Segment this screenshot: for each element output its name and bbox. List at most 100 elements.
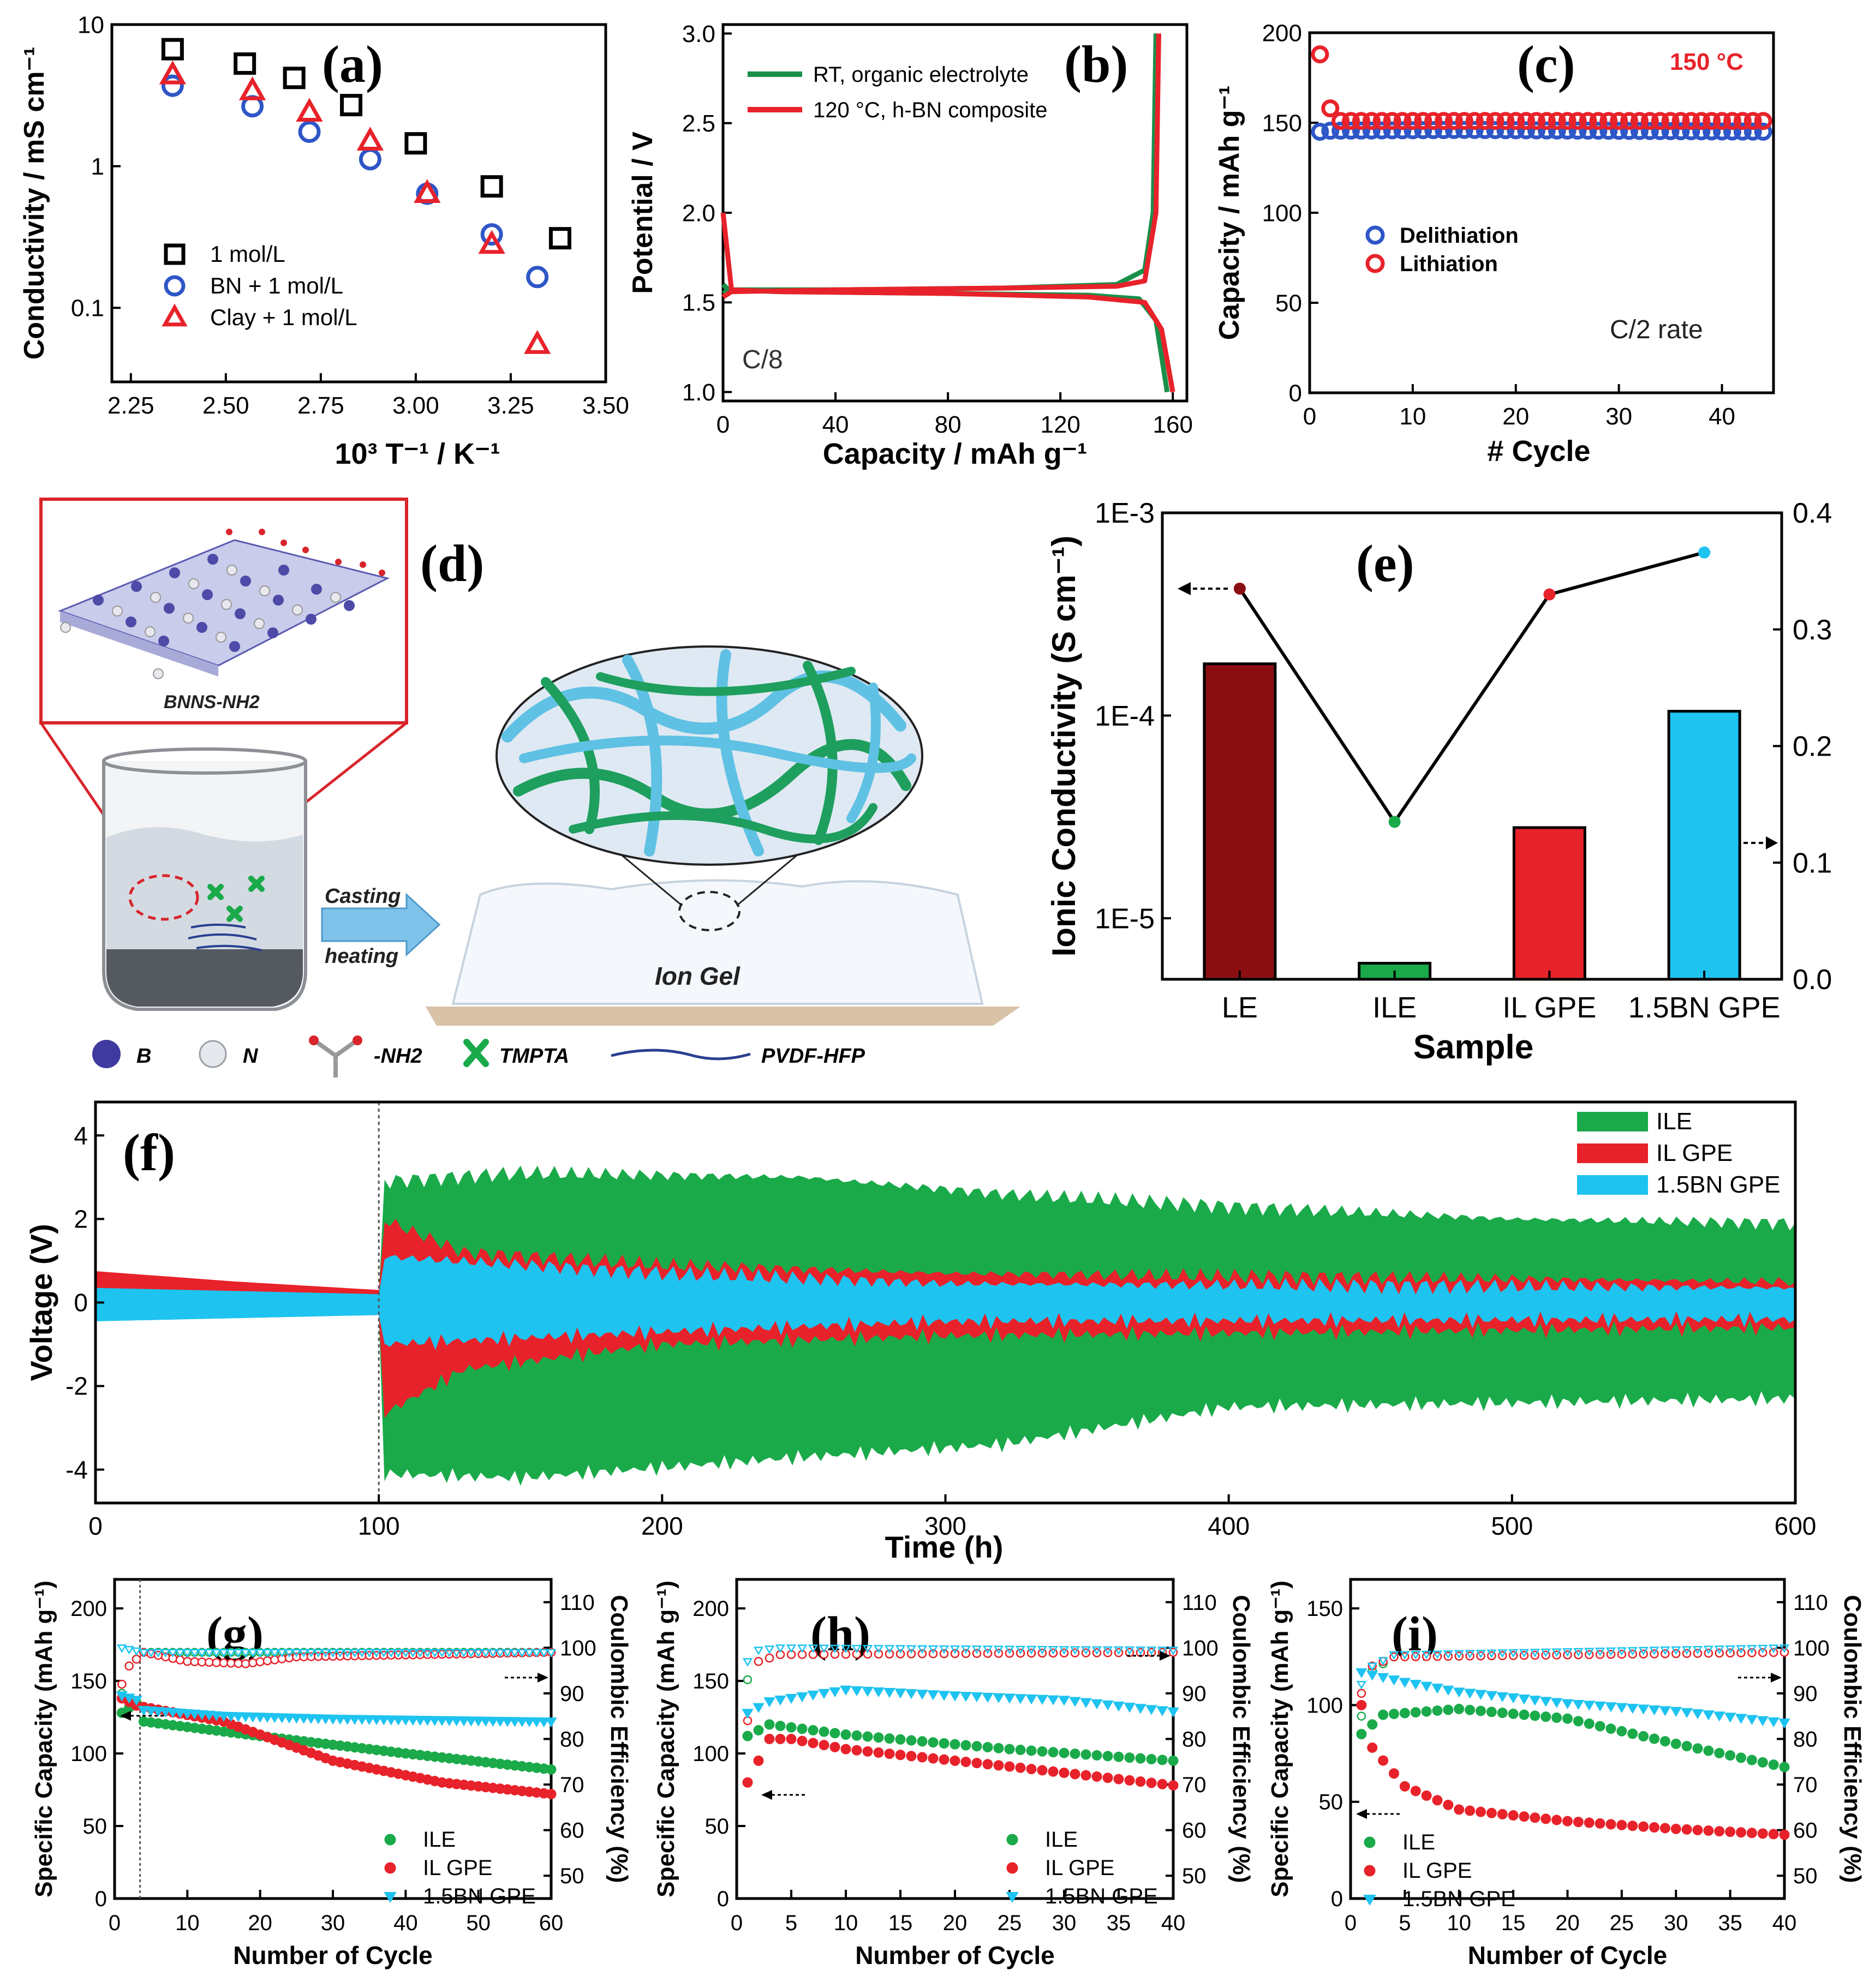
chart-g-capacity-point-2 [145, 1706, 157, 1717]
chart-h-y2tick-label: 100 [1182, 1636, 1219, 1660]
chart-i-efficiency-point-2 [1367, 1662, 1377, 1672]
chart-i-capacity-point-1 [1443, 1799, 1454, 1810]
chart-h-y2tick-label: 50 [1182, 1864, 1207, 1888]
chart-i-efficiency-point-2 [1530, 1649, 1540, 1657]
chart-c-point-0 [1548, 121, 1566, 140]
chart-h-efficiency-point-2 [1059, 1646, 1070, 1655]
chart-h-capacity-point-0 [1102, 1751, 1113, 1762]
chart-g-efficiency-point-2 [335, 1649, 345, 1658]
chart-g-xtick-label: 40 [393, 1911, 418, 1935]
chart-i-capacity-point-2 [1420, 1681, 1432, 1692]
chart-g-efficiency-point-2 [298, 1649, 309, 1658]
chart-h-capacity-point-0 [819, 1726, 829, 1737]
chart-h-capacity-point-0 [971, 1741, 982, 1752]
chart-c-point-1 [1342, 112, 1360, 130]
chart-h-capacity-point-0 [939, 1738, 950, 1749]
chart-a-point-square [480, 175, 503, 198]
chart-c-point-0 [1579, 122, 1597, 140]
chart-h-efficiency-point-2 [1015, 1645, 1026, 1655]
chart-h-efficiency-point-2 [753, 1646, 764, 1656]
chart-h-capacity-point-1 [819, 1740, 829, 1751]
chart-h-capacity-point-2 [774, 1696, 786, 1706]
chart-i-efficiency-point-2 [1562, 1648, 1573, 1657]
chart-a-xlabel: 10³ T⁻¹ / K⁻¹ [335, 438, 500, 470]
chart-h-capacity-point-2 [960, 1692, 972, 1702]
chart-h-capacity-point-2 [1036, 1694, 1048, 1705]
chart-h-capacity-point-1 [1070, 1769, 1080, 1780]
chart-g-capacity-point-2 [530, 1717, 543, 1728]
chart-i-capacity-point-0 [1443, 1704, 1454, 1715]
chart-e-y2-point-1 [1388, 816, 1401, 828]
chart-h-capacity-point-1 [895, 1750, 906, 1761]
chart-i-capacity-point-2 [1605, 1702, 1617, 1712]
chart-h-y2tick-label: 80 [1182, 1728, 1207, 1752]
chart-i-xtick-label: 10 [1447, 1911, 1472, 1935]
chart-f-xtick-label: 300 [924, 1512, 966, 1540]
chart-i-capacity-point-1 [1476, 1806, 1486, 1817]
legend-nh2-label: -NH2 [374, 1045, 422, 1068]
chart-g-capacity-point-2 [349, 1715, 361, 1725]
chart-i-ylabel: Specific Capacity (mAh g⁻¹) [1267, 1580, 1293, 1897]
chart-i-legend-label-2: 1.5BN GPE [1402, 1887, 1515, 1911]
chart-i-capacity-point-2 [1431, 1684, 1443, 1694]
chart-a: 2.25 2.50 2.75 3.00 3.25 3.50 0.1 1 10 10³ T⁻¹ / … [19, 11, 629, 470]
chart-h-efficiency-point-2 [895, 1645, 906, 1654]
chart-h-capacity-point-2 [1091, 1699, 1103, 1710]
chart-h-efficiency-point-1 [917, 1649, 927, 1658]
chart-h-capacity-point-0 [1004, 1744, 1015, 1755]
chart-c-point-1 [1507, 112, 1525, 130]
chart-i-efficiency-point-2 [1768, 1644, 1779, 1654]
chart-h-capacity-point-2 [894, 1688, 906, 1699]
panel-d-schematic: BNNS-NH2 Casting heating Ion Gel [39, 498, 1020, 1077]
chart-i-capacity-point-2 [1399, 1678, 1411, 1688]
chart-i-efficiency-point-2 [1540, 1648, 1551, 1657]
chart-i-efficiency-point-2 [1454, 1650, 1464, 1659]
chart-h-capacity-point-1 [1113, 1774, 1124, 1785]
chart-e-y2tick-label: 0.1 [1793, 847, 1832, 879]
chart-g-y2tick-label: 50 [560, 1864, 584, 1888]
chart-i-capacity-point-1 [1703, 1825, 1714, 1836]
chart-a-legend-label-2: Clay + 1 mol/L [210, 304, 357, 330]
chart-a-point-circle [161, 74, 184, 97]
chart-h-efficiency-point-2 [1157, 1646, 1168, 1655]
chart-h-efficiency-point-2 [928, 1645, 939, 1654]
panel-e-letter: (e) [1356, 534, 1414, 592]
chart-a-point-square [548, 227, 571, 250]
chart-i-capacity-point-1 [1389, 1768, 1399, 1779]
chart-h-capacity-point-0 [775, 1721, 786, 1732]
chart-i-capacity-point-0 [1421, 1706, 1432, 1717]
chart-h-capacity-point-0 [1080, 1749, 1091, 1760]
chart-i-legend-label-1: IL GPE [1402, 1859, 1472, 1883]
chart-h-efficiency-point-1 [765, 1653, 774, 1663]
chart-i-capacity-point-1 [1616, 1819, 1627, 1830]
chart-g-efficiency-point-1 [219, 1658, 229, 1668]
chart-g-efficiency-point-1 [117, 1679, 127, 1689]
chart-i-capacity-point-1 [1562, 1816, 1573, 1827]
chart-i-capacity-point-0 [1530, 1710, 1540, 1721]
chart-h-capacity-point-0 [829, 1728, 840, 1739]
chart-h-capacity-point-0 [753, 1725, 764, 1736]
chart-g-efficiency-point-2 [189, 1649, 200, 1658]
chart-a-legend-label-1: BN + 1 mol/L [210, 273, 343, 298]
chart-i-capacity-point-1 [1551, 1815, 1562, 1825]
chart-h-capacity-point-2 [1047, 1695, 1059, 1705]
chart-c-point-1 [1723, 112, 1741, 130]
chart-c-point-0 [1703, 122, 1721, 141]
chart-c-point-1 [1743, 112, 1762, 130]
chart-c-ytick-label: 0 [1289, 380, 1302, 406]
chart-h-capacity-point-2 [753, 1703, 765, 1713]
chart-h-xtick-label: 5 [785, 1911, 797, 1935]
chart-i-efficiency-point-2 [1758, 1644, 1768, 1654]
chart-g-legend-label-2: 1.5BN GPE [423, 1884, 536, 1908]
chart-g-xtick-label: 0 [109, 1911, 121, 1935]
chart-i-efficiency-point-2 [1638, 1646, 1649, 1656]
chart-h-legend-marker-2 [1006, 1892, 1019, 1903]
chart-g-xlabel: Number of Cycle [233, 1941, 433, 1969]
chart-h-capacity-point-0 [1070, 1749, 1080, 1759]
chart-h-efficiency-point-2 [993, 1645, 1004, 1655]
chart-h-capacity-point-1 [939, 1754, 950, 1765]
chart-h-capacity-point-1 [917, 1752, 928, 1763]
chart-g-left-arrow-icon [120, 1711, 131, 1721]
chart-i-capacity-point-0 [1768, 1759, 1779, 1770]
ion-gel-block [451, 879, 984, 1005]
